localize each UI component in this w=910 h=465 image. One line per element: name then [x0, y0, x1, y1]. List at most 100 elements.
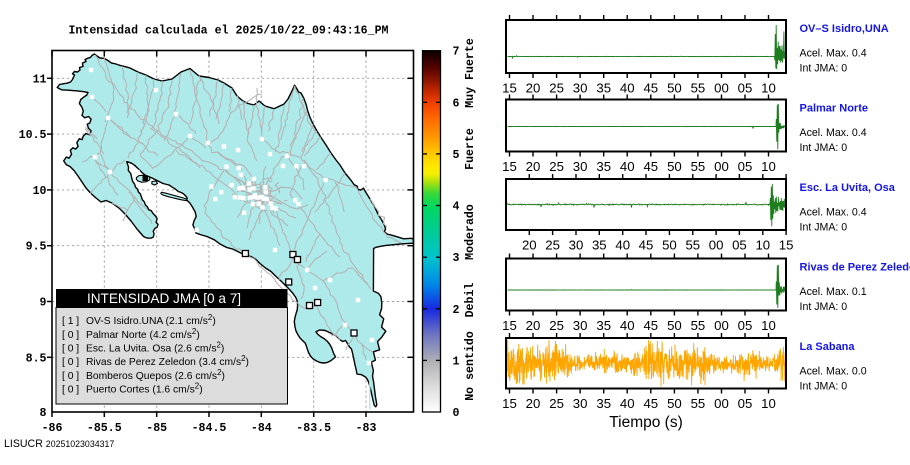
svg-text:00: 00 — [709, 238, 724, 253]
svg-text:La Sabana: La Sabana — [800, 341, 856, 353]
svg-text:Acel. Max. 0.4: Acel. Max. 0.4 — [800, 127, 867, 139]
svg-text:30: 30 — [569, 238, 584, 253]
svg-text:50: 50 — [667, 81, 682, 96]
svg-text:Int JMA: 0: Int JMA: 0 — [800, 381, 848, 393]
svg-text:-84.5: -84.5 — [192, 422, 227, 435]
svg-text:11: 11 — [33, 73, 47, 86]
svg-text:Fuerte: Fuerte — [464, 128, 477, 170]
svg-text:30: 30 — [573, 159, 588, 174]
svg-text:40: 40 — [620, 159, 635, 174]
svg-text:50: 50 — [667, 396, 682, 411]
svg-text:00: 00 — [714, 318, 729, 333]
svg-text:10: 10 — [761, 159, 776, 174]
svg-text:15: 15 — [502, 159, 517, 174]
svg-text:-85: -85 — [146, 422, 167, 435]
svg-text:Intensidad calculada el 2025/1: Intensidad calculada el 2025/10/22_09:43… — [68, 25, 388, 38]
svg-text:1: 1 — [453, 355, 460, 368]
svg-text:50: 50 — [667, 159, 682, 174]
svg-text:Acel. Max. 0.0: Acel. Max. 0.0 — [800, 365, 867, 377]
svg-text:Rivas de Perez Zeledon: Rivas de Perez Zeledon — [800, 261, 910, 273]
svg-text:OV–S Isidro,UNA: OV–S Isidro,UNA — [800, 23, 889, 35]
svg-text:10: 10 — [33, 185, 47, 198]
svg-text:0: 0 — [453, 407, 460, 420]
svg-text:35: 35 — [596, 318, 611, 333]
svg-text:55: 55 — [685, 238, 700, 253]
svg-text:20: 20 — [526, 396, 541, 411]
svg-text:2: 2 — [453, 304, 460, 317]
svg-text:10: 10 — [755, 238, 770, 253]
svg-text:10: 10 — [761, 396, 776, 411]
svg-text:55: 55 — [691, 318, 706, 333]
svg-text:05: 05 — [738, 318, 753, 333]
svg-text:6: 6 — [453, 97, 460, 110]
svg-text:35: 35 — [596, 81, 611, 96]
svg-text:Palmar Norte (4.2 cm/s2): Palmar Norte (4.2 cm/s2) — [86, 327, 200, 341]
svg-text:55: 55 — [691, 81, 706, 96]
svg-text:55: 55 — [691, 396, 706, 411]
svg-text:Bomberos Quepos (2.6 cm/s2): Bomberos Quepos (2.6 cm/s2) — [86, 368, 225, 382]
svg-text:15: 15 — [779, 238, 794, 253]
svg-text:Acel. Max. 0.4: Acel. Max. 0.4 — [800, 47, 867, 59]
svg-text:50: 50 — [667, 318, 682, 333]
svg-text:45: 45 — [643, 318, 658, 333]
svg-text:Esc. La Uvita. Osa (2.6 cm/s2): Esc. La Uvita. Osa (2.6 cm/s2) — [86, 341, 224, 355]
svg-text:20: 20 — [522, 238, 537, 253]
svg-text:00: 00 — [714, 396, 729, 411]
svg-text:45: 45 — [643, 81, 658, 96]
svg-text:-86: -86 — [42, 422, 63, 435]
svg-text:INTENSIDAD JMA [0 a 7]: INTENSIDAD JMA [0 a 7] — [87, 291, 241, 306]
svg-text:[ 0 ]: [ 0 ] — [62, 330, 79, 341]
svg-text:Acel. Max. 0.1: Acel. Max. 0.1 — [800, 286, 867, 298]
svg-text:30: 30 — [573, 396, 588, 411]
svg-text:Int JMA: 0: Int JMA: 0 — [800, 222, 848, 234]
svg-text:55: 55 — [691, 159, 706, 174]
svg-text:LISUCR 20251023034317: LISUCR 20251023034317 — [4, 438, 114, 450]
svg-text:45: 45 — [639, 238, 654, 253]
svg-text:9.5: 9.5 — [26, 241, 47, 254]
svg-text:7: 7 — [453, 46, 460, 59]
svg-text:45: 45 — [643, 159, 658, 174]
svg-text:Esc. La Uvita, Osa: Esc. La Uvita, Osa — [800, 182, 896, 194]
svg-text:[ 0 ]: [ 0 ] — [62, 357, 79, 368]
svg-text:Puerto Cortes (1.6 cm/s2): Puerto Cortes (1.6 cm/s2) — [86, 382, 203, 396]
svg-text:No sentido: No sentido — [464, 331, 477, 401]
svg-text:40: 40 — [620, 318, 635, 333]
svg-text:15: 15 — [502, 81, 517, 96]
svg-text:40: 40 — [615, 238, 630, 253]
svg-text:35: 35 — [592, 238, 607, 253]
svg-text:[ 0 ]: [ 0 ] — [62, 344, 79, 355]
svg-text:10: 10 — [761, 318, 776, 333]
svg-text:Palmar Norte: Palmar Norte — [800, 102, 868, 114]
svg-text:45: 45 — [643, 396, 658, 411]
svg-text:8.5: 8.5 — [26, 352, 47, 365]
svg-text:30: 30 — [573, 318, 588, 333]
svg-text:25: 25 — [549, 396, 564, 411]
svg-text:OV-S Isidro.UNA (2.1 cm/s2): OV-S Isidro.UNA (2.1 cm/s2) — [86, 313, 216, 327]
svg-text:[ 0 ]: [ 0 ] — [62, 385, 79, 396]
svg-text:Debil: Debil — [464, 283, 477, 318]
svg-text:Int JMA: 0: Int JMA: 0 — [800, 301, 848, 313]
svg-text:50: 50 — [662, 238, 677, 253]
svg-text:Rivas de Perez Zeledon (3.4 cm: Rivas de Perez Zeledon (3.4 cm/s2) — [86, 354, 249, 368]
svg-text:25: 25 — [549, 81, 564, 96]
svg-text:00: 00 — [714, 159, 729, 174]
svg-text:5: 5 — [453, 149, 460, 162]
svg-text:10: 10 — [761, 81, 776, 96]
svg-text:35: 35 — [596, 396, 611, 411]
svg-text:20: 20 — [526, 318, 541, 333]
svg-text:[ 1 ]: [ 1 ] — [62, 316, 79, 327]
svg-text:05: 05 — [732, 238, 747, 253]
svg-text:15: 15 — [502, 396, 517, 411]
svg-text:20: 20 — [526, 159, 541, 174]
svg-text:05: 05 — [738, 81, 753, 96]
svg-text:35: 35 — [596, 159, 611, 174]
svg-text:-84: -84 — [251, 422, 272, 435]
svg-text:40: 40 — [620, 396, 635, 411]
svg-text:10.5: 10.5 — [19, 129, 47, 142]
svg-text:[ 0 ]: [ 0 ] — [62, 371, 79, 382]
svg-text:-83.5: -83.5 — [296, 422, 331, 435]
svg-text:9: 9 — [40, 297, 47, 310]
svg-text:30: 30 — [573, 81, 588, 96]
svg-text:Tiempo (s): Tiempo (s) — [609, 414, 683, 431]
svg-text:05: 05 — [738, 396, 753, 411]
